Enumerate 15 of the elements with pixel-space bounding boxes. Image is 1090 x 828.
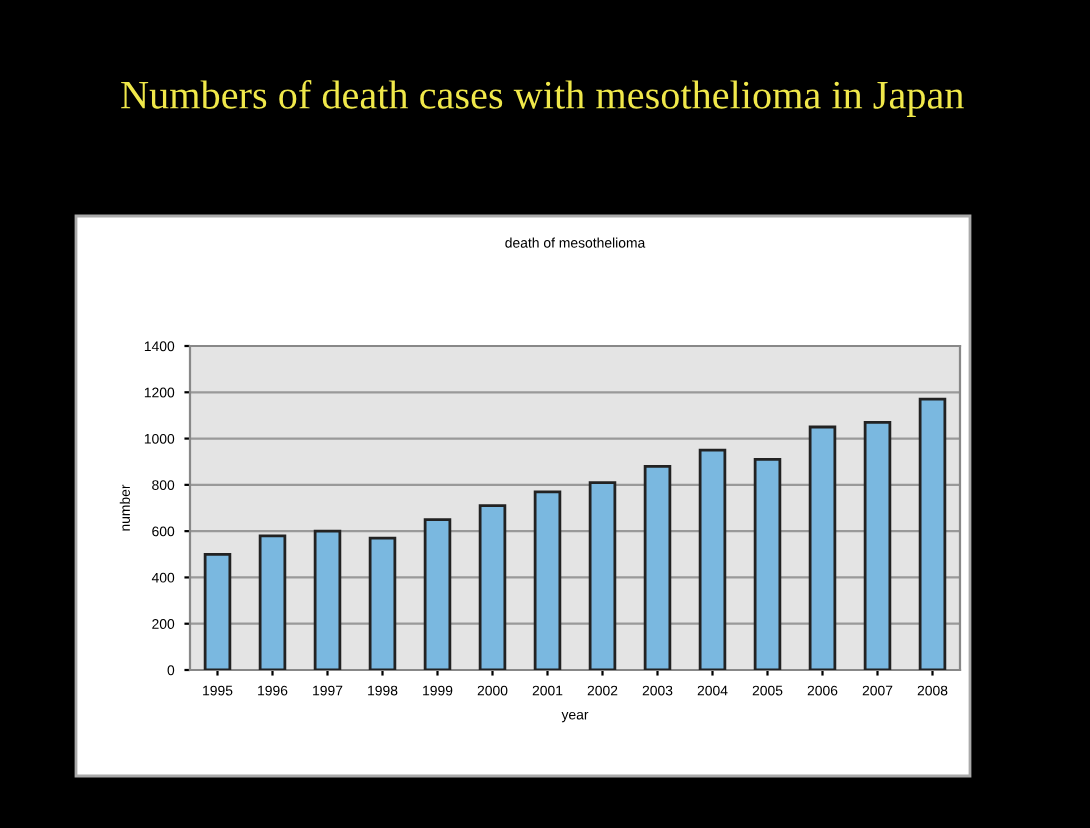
bar	[808, 425, 837, 670]
bar	[423, 518, 452, 670]
bar	[533, 490, 562, 670]
bar	[588, 481, 617, 670]
bar	[203, 552, 232, 670]
bar	[698, 448, 727, 670]
bar	[863, 420, 892, 670]
bar	[258, 534, 287, 670]
bar	[368, 536, 397, 670]
bar	[313, 529, 342, 670]
chart-title: Numbers of death cases with mesothelioma in Japan	[121, 80, 964, 117]
bar	[753, 458, 782, 670]
bar	[478, 504, 507, 670]
bar	[918, 397, 947, 670]
bar	[643, 464, 672, 670]
